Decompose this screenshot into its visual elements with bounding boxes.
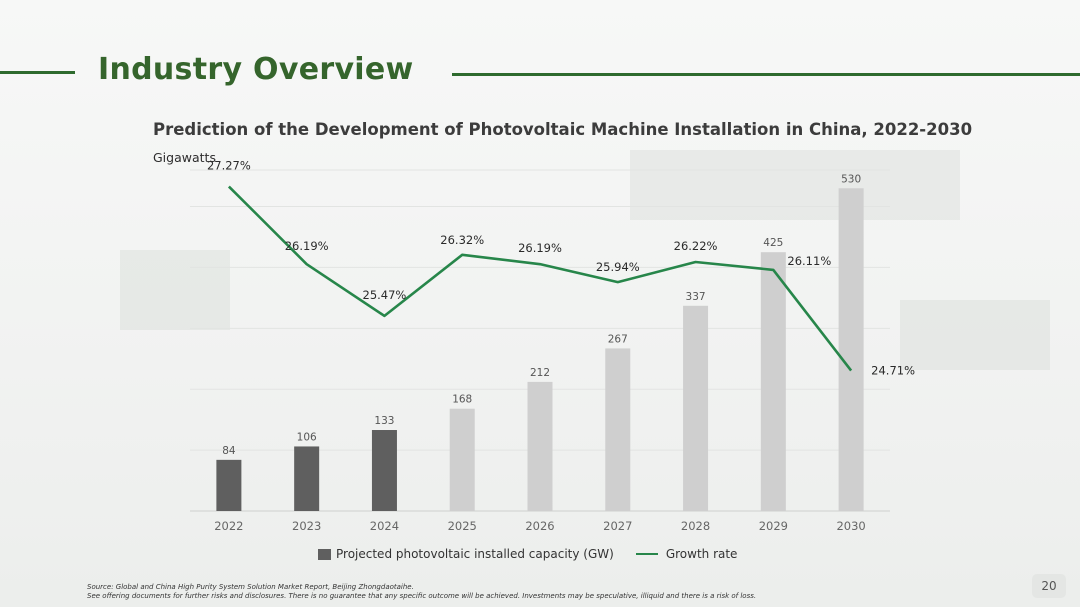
title-rule-right	[452, 73, 1080, 76]
growth-rate-label: 26.19%	[518, 241, 562, 255]
x-tick-label: 2029	[759, 519, 788, 533]
x-tick-label: 2023	[292, 519, 321, 533]
bar	[838, 188, 864, 511]
bar	[683, 305, 709, 511]
chart-title: Prediction of the Development of Photovo…	[153, 120, 973, 139]
background-decoration	[630, 150, 960, 220]
background-decoration	[900, 300, 1050, 370]
page-title: Industry Overview	[98, 52, 414, 87]
bar-value-label: 337	[686, 291, 706, 303]
x-tick-label: 2028	[681, 519, 710, 533]
growth-rate-label: 25.47%	[363, 288, 407, 302]
growth-rate-label: 25.94%	[596, 260, 640, 274]
bar	[527, 381, 553, 511]
y-axis-unit-label: Gigawatts	[153, 150, 216, 165]
footnote: Source: Global and China High Purity Sys…	[87, 583, 756, 601]
background-decoration	[120, 250, 230, 330]
bar-value-label: 212	[530, 367, 550, 379]
source-note: Source: Global and China High Purity Sys…	[87, 583, 414, 591]
bar	[216, 459, 242, 511]
bar-value-label: 84	[222, 445, 236, 457]
disclaimer-note: See offering documents for further risks…	[87, 592, 757, 600]
growth-rate-line	[227, 185, 853, 372]
legend-bar-swatch	[318, 548, 331, 560]
title-rule-left	[0, 71, 75, 74]
x-tick-label: 2027	[603, 519, 632, 533]
growth-rate-label: 26.32%	[440, 233, 484, 247]
bar-value-label: 530	[841, 173, 861, 185]
bar-value-label: 133	[374, 415, 394, 427]
bar	[605, 348, 631, 511]
bar	[371, 430, 397, 511]
chart-legend: Projected photovoltaic installed capacit…	[318, 547, 737, 561]
growth-rate-label: 24.71%	[871, 364, 915, 378]
x-tick-label: 2024	[370, 519, 399, 533]
x-tick-label: 2026	[525, 519, 554, 533]
growth-rate-label: 26.11%	[787, 254, 831, 268]
bar-value-label: 168	[452, 394, 472, 406]
growth-rate-label: 27.27%	[207, 159, 251, 173]
bar	[294, 446, 320, 511]
x-tick-label: 2022	[214, 519, 243, 533]
bar-value-label: 425	[763, 237, 783, 249]
bar	[449, 408, 475, 511]
page-number: 20	[1032, 574, 1066, 598]
bar-value-label: 106	[297, 431, 317, 443]
bar-value-label: 267	[608, 333, 628, 345]
legend-line-swatch	[635, 553, 658, 555]
growth-rate-label: 26.19%	[285, 239, 329, 253]
growth-rate-label: 26.22%	[674, 239, 718, 253]
bar	[760, 252, 786, 511]
legend-bar-label: Projected photovoltaic installed capacit…	[336, 547, 614, 561]
x-tick-label: 2030	[836, 519, 865, 533]
x-tick-label: 2025	[448, 519, 477, 533]
legend-line-label: Growth rate	[665, 547, 738, 561]
